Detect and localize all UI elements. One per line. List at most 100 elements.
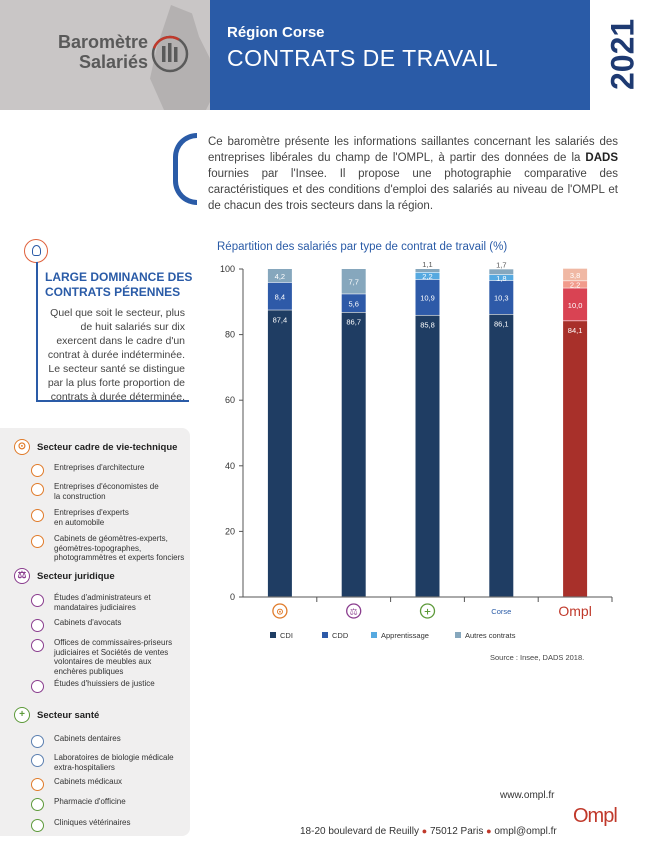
ompl-category-logo: Ompl [558, 603, 591, 619]
bar-value-label: 2,2 [422, 272, 432, 281]
y-tick-label: 100 [220, 264, 235, 274]
sector-item: Entreprises d'experts en automobile [31, 508, 134, 527]
legend-swatch [371, 632, 377, 638]
intro-paragraph: Ce baromètre présente les informations s… [208, 136, 618, 212]
tooth-icon [31, 735, 44, 748]
bar-segment [341, 312, 366, 597]
bar-segment [415, 269, 440, 273]
bar-segment [563, 321, 588, 597]
year-panel [590, 0, 654, 110]
health-cross-icon [419, 603, 436, 619]
page-title: CONTRATS DE TRAVAIL [227, 45, 499, 71]
chart-title: Répartition des salariés par type de con… [217, 241, 508, 253]
administrator-icon [31, 594, 44, 607]
bar-segment [415, 315, 440, 597]
car-icon [31, 509, 44, 522]
y-tick-label: 60 [225, 395, 235, 405]
bar-segment [341, 294, 366, 313]
sector-item: Cabinets dentaires [31, 734, 184, 748]
sector-item: Cabinets d'avocats [31, 618, 184, 632]
bar-value-label: 1,1 [422, 260, 432, 269]
bar-segment [341, 269, 366, 294]
footer-email[interactable]: ompl@ompl.fr [494, 826, 557, 837]
surveyor-icon [31, 535, 44, 548]
sector-item: Pharmacie d'officine [31, 797, 184, 811]
paw-icon [31, 819, 44, 832]
pharmacy-icon [31, 798, 44, 811]
sectors-panel [0, 428, 190, 836]
bar-value-label: 8,4 [275, 293, 285, 302]
health-cross-icon: + [14, 707, 30, 723]
legend-swatch [270, 632, 276, 638]
bar-value-label: 87,4 [273, 315, 288, 324]
auction-icon [31, 639, 44, 652]
health-cross-icon-glyph: + [424, 608, 432, 618]
y-tick-label: 0 [230, 592, 235, 602]
sector-item: Cabinets médicaux [31, 777, 184, 791]
category-label: Corse [491, 607, 511, 616]
bar-value-label: 86,1 [494, 320, 509, 329]
compass-icon: ⊙ [14, 439, 30, 455]
bar-value-label: 3,8 [570, 271, 580, 280]
bar-value-label: 10,0 [568, 301, 583, 310]
bar-value-label: 2,2 [570, 281, 580, 290]
bar-value-label: 1,8 [496, 274, 506, 283]
bar-value-label: 86,7 [346, 318, 361, 327]
legend-swatch [455, 632, 461, 638]
bar-value-label: 85,8 [420, 321, 435, 330]
highlight-title: LARGE DOMINANCE DES CONTRATS PÉRENNES [45, 270, 193, 299]
ompl-logo: Ompl [573, 805, 618, 827]
bar-value-label: 10,9 [420, 294, 435, 303]
bar-segment [267, 282, 292, 310]
architecture-icon [31, 464, 44, 477]
highlight-text: Quel que soit le secteur, plus de huit s… [47, 307, 185, 403]
bar-segment [563, 281, 588, 288]
sector-item: Entreprises d'architecture [31, 463, 184, 477]
bar-segment [489, 274, 514, 281]
bar-segment [267, 269, 292, 283]
bar-segment [563, 288, 588, 321]
footer-website[interactable]: www.ompl.fr [500, 790, 555, 801]
chart-source: Source : Insee, DADS 2018. [490, 653, 585, 662]
region-name: Région Corse [227, 24, 325, 41]
header-title-band [210, 0, 590, 110]
bar-segment [489, 269, 514, 275]
scales-icon: ⚖ [14, 568, 30, 584]
sector-item: Études d'huissiers de justice [31, 679, 184, 693]
sector-heading-cadre-vie: ⊙ Secteur cadre de vie-technique [14, 439, 177, 455]
footer-address: 18-20 boulevard de Reuilly ● 75012 Paris… [300, 826, 557, 837]
lawyer-icon [31, 619, 44, 632]
scales-icon [346, 603, 362, 619]
legend-label: CDI [280, 631, 293, 640]
bar-segment [489, 314, 514, 597]
y-tick-label: 40 [225, 461, 235, 471]
legend-label: Apprentissage [381, 631, 429, 640]
sector-heading-sante: + Secteur santé [14, 707, 99, 723]
stethoscope-icon [31, 778, 44, 791]
brand-name: Baromètre Salariés [57, 32, 148, 72]
y-tick-label: 80 [225, 330, 235, 340]
compass-icon-glyph: ⊙ [276, 608, 284, 618]
bar-value-label: 84,1 [568, 326, 583, 335]
sector-item: Cliniques vétérinaires [31, 818, 184, 832]
bar-value-label: 7,7 [348, 278, 358, 287]
bar-segment [415, 279, 440, 315]
sector-item: Cabinets de géomètres-experts, géomètres… [31, 534, 202, 563]
barometer-logo-icon [151, 35, 189, 73]
highlight-box [36, 262, 189, 402]
bar-segment [415, 272, 440, 280]
lab-icon [31, 754, 44, 767]
sector-item: Entreprises d'économistes de la construc… [31, 482, 159, 501]
sector-item: Offices de commissaires-priseurs judicia… [31, 638, 174, 676]
sector-item: Études d'administrateurs et mandataires … [31, 593, 174, 612]
legend-label: CDD [332, 631, 349, 640]
y-tick-label: 20 [225, 526, 235, 536]
compass-icon [272, 603, 288, 619]
bar-segment [489, 280, 514, 314]
bar-value-label: 1,7 [496, 260, 506, 269]
header-brand-panel [0, 0, 215, 110]
bar-value-label: 4,2 [275, 272, 285, 281]
bar-segment [563, 268, 588, 281]
sector-heading-juridique: ⚖ Secteur juridique [14, 568, 115, 584]
